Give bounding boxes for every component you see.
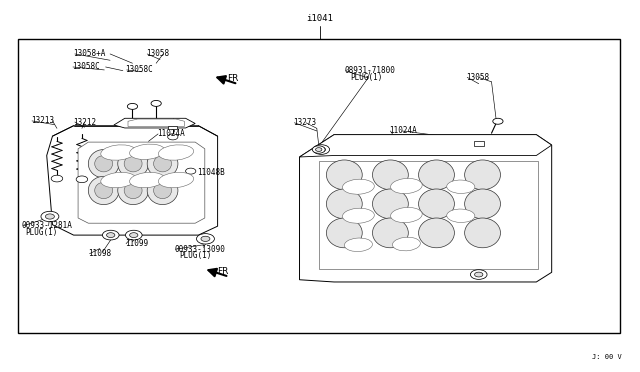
- Circle shape: [316, 148, 322, 151]
- Text: 13213: 13213: [31, 116, 54, 125]
- Ellipse shape: [326, 218, 362, 248]
- Polygon shape: [300, 135, 552, 282]
- Circle shape: [45, 214, 54, 219]
- Text: 00933-1281A: 00933-1281A: [22, 221, 72, 230]
- Circle shape: [168, 134, 178, 140]
- Text: 11099: 11099: [125, 239, 148, 248]
- Text: i1041: i1041: [307, 14, 333, 23]
- Text: PLUG(1): PLUG(1): [351, 73, 383, 82]
- Text: 13058: 13058: [146, 49, 169, 58]
- Polygon shape: [319, 161, 538, 269]
- Ellipse shape: [419, 160, 454, 190]
- Circle shape: [196, 234, 214, 244]
- Circle shape: [51, 175, 63, 182]
- Text: J: 00 V: J: 00 V: [593, 354, 622, 360]
- Ellipse shape: [129, 172, 165, 188]
- Ellipse shape: [372, 218, 408, 248]
- Text: 13058C: 13058C: [72, 62, 99, 71]
- Circle shape: [76, 176, 88, 183]
- Text: 11098: 11098: [88, 249, 111, 258]
- Ellipse shape: [95, 182, 113, 199]
- Ellipse shape: [100, 172, 136, 188]
- Ellipse shape: [372, 189, 408, 219]
- Ellipse shape: [88, 176, 119, 205]
- Circle shape: [125, 230, 142, 240]
- Ellipse shape: [118, 176, 148, 205]
- Text: 13058+A: 13058+A: [74, 49, 106, 58]
- Ellipse shape: [342, 179, 374, 194]
- Ellipse shape: [118, 150, 148, 178]
- Text: 11024A: 11024A: [157, 129, 184, 138]
- Ellipse shape: [95, 155, 113, 172]
- Ellipse shape: [390, 208, 422, 222]
- Ellipse shape: [465, 218, 500, 248]
- Ellipse shape: [390, 179, 422, 193]
- Ellipse shape: [158, 172, 194, 188]
- Ellipse shape: [124, 155, 142, 172]
- Polygon shape: [78, 142, 205, 223]
- Text: 11024A: 11024A: [389, 126, 417, 135]
- Text: 13058C: 13058C: [125, 65, 153, 74]
- Circle shape: [201, 236, 210, 241]
- Circle shape: [474, 272, 483, 277]
- Ellipse shape: [88, 150, 119, 178]
- Circle shape: [317, 147, 326, 152]
- Text: PLUG(1): PLUG(1): [26, 228, 58, 237]
- Text: 13273: 13273: [293, 118, 316, 127]
- Ellipse shape: [100, 145, 136, 160]
- Ellipse shape: [465, 189, 500, 219]
- Polygon shape: [47, 126, 218, 235]
- Circle shape: [129, 233, 138, 238]
- Ellipse shape: [344, 238, 372, 251]
- Ellipse shape: [447, 209, 475, 222]
- Ellipse shape: [147, 176, 178, 205]
- Circle shape: [151, 100, 161, 106]
- Text: 13212: 13212: [74, 118, 97, 126]
- Ellipse shape: [147, 150, 178, 178]
- Ellipse shape: [447, 180, 475, 193]
- Text: FR: FR: [218, 267, 229, 276]
- Text: PLUG(1): PLUG(1): [179, 251, 212, 260]
- Bar: [474, 141, 484, 146]
- Ellipse shape: [124, 182, 142, 199]
- Circle shape: [106, 233, 115, 238]
- Ellipse shape: [154, 155, 172, 172]
- Ellipse shape: [154, 182, 172, 199]
- Circle shape: [312, 146, 325, 153]
- Polygon shape: [128, 119, 184, 126]
- Ellipse shape: [465, 160, 500, 190]
- Ellipse shape: [342, 208, 374, 223]
- Ellipse shape: [419, 218, 454, 248]
- Polygon shape: [300, 135, 552, 157]
- Circle shape: [493, 118, 503, 124]
- Polygon shape: [114, 118, 195, 128]
- Ellipse shape: [326, 160, 362, 190]
- Circle shape: [41, 211, 59, 222]
- Text: 08931-71800: 08931-71800: [344, 66, 395, 75]
- Bar: [18, 39, 620, 333]
- Text: 13058: 13058: [466, 73, 489, 82]
- Text: 00933-13090: 00933-13090: [174, 245, 225, 254]
- Circle shape: [313, 145, 330, 154]
- Ellipse shape: [129, 144, 165, 160]
- Text: FR: FR: [227, 74, 239, 83]
- Ellipse shape: [419, 189, 454, 219]
- Circle shape: [470, 270, 487, 279]
- Circle shape: [102, 230, 119, 240]
- Ellipse shape: [392, 237, 420, 251]
- Ellipse shape: [326, 189, 362, 219]
- Bar: [168, 126, 177, 129]
- Ellipse shape: [372, 160, 408, 190]
- Circle shape: [127, 103, 138, 109]
- Ellipse shape: [158, 145, 194, 160]
- Text: 11048B: 11048B: [197, 169, 225, 177]
- Circle shape: [186, 168, 196, 174]
